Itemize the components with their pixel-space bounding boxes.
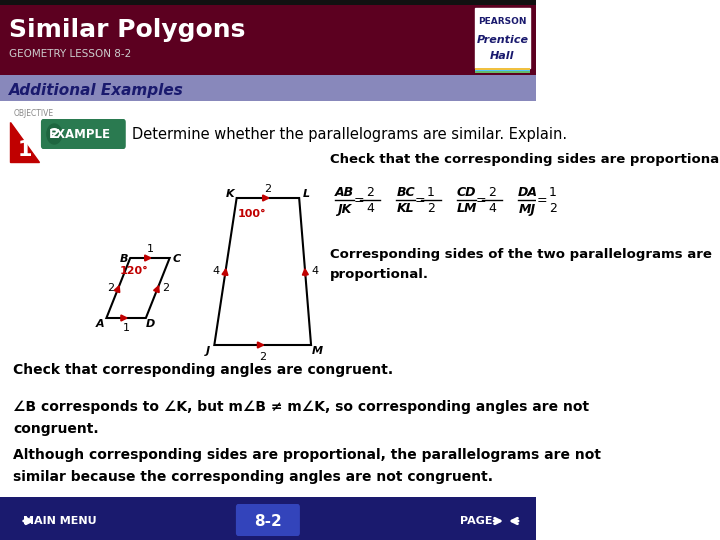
Polygon shape bbox=[107, 258, 170, 318]
Text: 4: 4 bbox=[212, 267, 220, 276]
FancyBboxPatch shape bbox=[0, 101, 536, 496]
Text: A: A bbox=[96, 319, 105, 329]
Text: MJ: MJ bbox=[519, 202, 536, 215]
Text: C: C bbox=[172, 254, 181, 264]
Text: 4: 4 bbox=[488, 202, 496, 215]
Text: PEARSON: PEARSON bbox=[478, 17, 526, 26]
Text: 1: 1 bbox=[17, 140, 32, 160]
Text: 1: 1 bbox=[146, 244, 153, 254]
Text: Additional Examples: Additional Examples bbox=[9, 83, 184, 98]
Text: CD: CD bbox=[457, 186, 477, 199]
Circle shape bbox=[47, 124, 62, 144]
Text: DA: DA bbox=[518, 186, 538, 199]
Text: JK: JK bbox=[338, 202, 351, 215]
Text: KL: KL bbox=[397, 202, 415, 215]
Text: 1: 1 bbox=[549, 186, 557, 199]
Text: ∠B corresponds to ∠K, but m∠B ≠ m∠K, so corresponding angles are not
congruent.: ∠B corresponds to ∠K, but m∠B ≠ m∠K, so … bbox=[14, 400, 590, 436]
FancyBboxPatch shape bbox=[474, 71, 530, 72]
Text: =: = bbox=[475, 194, 486, 207]
Text: B: B bbox=[120, 254, 127, 264]
Text: 4: 4 bbox=[311, 267, 318, 276]
Text: 2: 2 bbox=[50, 127, 59, 141]
Text: 2: 2 bbox=[427, 202, 435, 215]
Text: J: J bbox=[206, 346, 210, 356]
Text: =: = bbox=[536, 194, 547, 207]
Text: K: K bbox=[225, 189, 234, 199]
Text: LM: LM bbox=[456, 202, 477, 215]
Text: =: = bbox=[415, 194, 425, 207]
Text: Corresponding sides of the two parallelograms are
proportional.: Corresponding sides of the two parallelo… bbox=[330, 248, 711, 281]
Text: Check that the corresponding sides are proportional.: Check that the corresponding sides are p… bbox=[330, 153, 720, 166]
FancyBboxPatch shape bbox=[0, 0, 536, 5]
FancyBboxPatch shape bbox=[474, 68, 530, 70]
FancyBboxPatch shape bbox=[236, 504, 300, 536]
FancyBboxPatch shape bbox=[474, 8, 530, 68]
Text: Similar Polygons: Similar Polygons bbox=[9, 18, 246, 42]
Text: PAGE: PAGE bbox=[460, 516, 492, 526]
Text: 2: 2 bbox=[259, 352, 266, 362]
Text: 1: 1 bbox=[122, 323, 130, 333]
Text: MAIN MENU: MAIN MENU bbox=[23, 516, 96, 526]
Polygon shape bbox=[215, 198, 311, 345]
Text: GEOMETRY LESSON 8-2: GEOMETRY LESSON 8-2 bbox=[9, 49, 131, 59]
Text: LESSON: LESSON bbox=[243, 516, 292, 526]
Text: Determine whether the parallelograms are similar. Explain.: Determine whether the parallelograms are… bbox=[132, 126, 567, 141]
FancyBboxPatch shape bbox=[0, 5, 536, 75]
Text: Hall: Hall bbox=[490, 51, 515, 61]
Text: M: M bbox=[312, 346, 323, 356]
Text: 2: 2 bbox=[107, 283, 114, 293]
Text: 2: 2 bbox=[488, 186, 496, 199]
Text: 4: 4 bbox=[366, 202, 374, 215]
Text: Although corresponding sides are proportional, the parallelograms are not
simila: Although corresponding sides are proport… bbox=[14, 448, 601, 484]
FancyBboxPatch shape bbox=[41, 119, 126, 149]
Text: =: = bbox=[354, 194, 364, 207]
Text: L: L bbox=[302, 189, 310, 199]
Text: OBJECTIVE: OBJECTIVE bbox=[14, 110, 53, 118]
Text: 2: 2 bbox=[366, 186, 374, 199]
Polygon shape bbox=[9, 122, 39, 162]
Text: 2: 2 bbox=[264, 184, 271, 194]
Text: Prentice: Prentice bbox=[477, 35, 528, 45]
Text: 2: 2 bbox=[162, 283, 168, 293]
Text: Check that corresponding angles are congruent.: Check that corresponding angles are cong… bbox=[14, 363, 394, 377]
Text: 2: 2 bbox=[549, 202, 557, 215]
Text: 1: 1 bbox=[427, 186, 435, 199]
Text: EXAMPLE: EXAMPLE bbox=[50, 127, 112, 140]
Text: 120°: 120° bbox=[120, 266, 148, 276]
Text: 100°: 100° bbox=[237, 209, 266, 219]
FancyBboxPatch shape bbox=[0, 497, 536, 540]
FancyBboxPatch shape bbox=[474, 70, 530, 71]
Text: AB: AB bbox=[335, 186, 354, 199]
Text: 8-2: 8-2 bbox=[254, 514, 282, 529]
FancyBboxPatch shape bbox=[0, 75, 536, 101]
Text: BC: BC bbox=[396, 186, 415, 199]
Text: D: D bbox=[145, 319, 155, 329]
